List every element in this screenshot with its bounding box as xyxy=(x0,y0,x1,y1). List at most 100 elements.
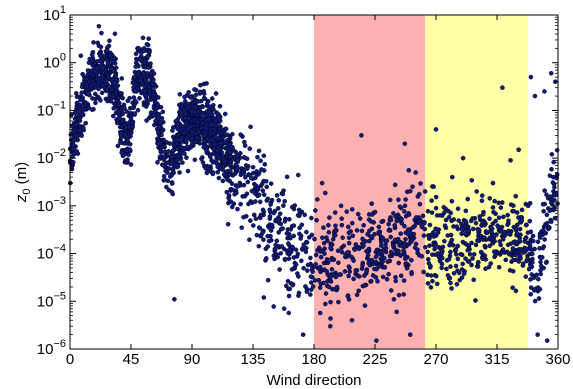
data-point-2560 xyxy=(89,68,94,73)
axis-ticks xyxy=(69,14,559,350)
data-point-2269 xyxy=(326,230,332,235)
data-point-2567 xyxy=(119,132,124,138)
data-point-2095 xyxy=(492,253,498,259)
data-point-2199 xyxy=(212,142,218,147)
data-point-383 xyxy=(224,189,230,195)
data-point-1069 xyxy=(350,233,356,239)
y-tick-label-base: 10 xyxy=(37,341,54,358)
data-point-354 xyxy=(336,299,341,305)
data-point-2566 xyxy=(207,138,212,144)
data-point-2601 xyxy=(78,53,84,59)
y-tick-label: 10−6 xyxy=(37,338,66,358)
data-point-2576 xyxy=(127,141,133,147)
data-point-2335 xyxy=(333,274,339,280)
data-point-2283 xyxy=(71,137,77,143)
data-point-1831 xyxy=(116,116,122,121)
data-point-447 xyxy=(429,198,434,203)
data-point-2204 xyxy=(193,92,199,98)
data-point-2519 xyxy=(346,230,352,236)
data-point-2386 xyxy=(182,99,188,104)
data-point-1215 xyxy=(289,267,295,272)
data-point-1199 xyxy=(192,87,197,92)
data-point-1469 xyxy=(425,208,431,214)
data-point-1775 xyxy=(542,188,547,193)
data-point-1889 xyxy=(428,273,434,278)
data-point-2306 xyxy=(310,284,316,289)
data-point-1778 xyxy=(403,261,408,267)
data-point-2530 xyxy=(258,212,264,218)
data-point-215 xyxy=(318,254,324,260)
y-tick-label: 10−5 xyxy=(37,290,66,310)
data-point-1693 xyxy=(478,249,484,255)
data-point-2381 xyxy=(538,259,543,265)
data-point-2621 xyxy=(433,127,439,132)
data-point-2503 xyxy=(204,125,209,131)
data-point-1341 xyxy=(144,41,150,47)
data-point-1259 xyxy=(410,184,415,189)
data-point-2324 xyxy=(463,218,468,224)
data-point-2290 xyxy=(399,216,405,222)
data-point-2407 xyxy=(329,255,335,261)
data-point-2528 xyxy=(519,218,525,223)
data-point-1943 xyxy=(401,250,407,255)
data-point-2380 xyxy=(138,78,143,84)
data-point-2241 xyxy=(471,277,477,283)
data-point-2430 xyxy=(228,199,234,204)
data-point-1626 xyxy=(362,283,367,288)
data-point-1117 xyxy=(498,242,503,248)
data-point-2521 xyxy=(87,79,92,84)
data-point-2305 xyxy=(228,169,233,174)
data-point-929 xyxy=(99,30,104,36)
data-point-2276 xyxy=(317,310,323,316)
data-point-1696 xyxy=(180,160,185,165)
data-point-2390 xyxy=(228,150,234,155)
data-point-2187 xyxy=(151,112,156,118)
data-point-2612 xyxy=(338,203,344,209)
data-point-2617 xyxy=(402,141,408,147)
data-point-1900 xyxy=(471,252,477,257)
data-point-1303 xyxy=(286,241,291,246)
data-point-2117 xyxy=(259,181,265,187)
y-tick-label-exponent: 1 xyxy=(60,4,66,16)
data-point-92 xyxy=(439,265,445,271)
data-point-1403 xyxy=(215,169,221,175)
data-point-1646 xyxy=(421,269,426,275)
data-point-2491 xyxy=(182,151,187,156)
data-point-2238 xyxy=(525,256,530,262)
data-point-1717 xyxy=(532,288,537,293)
data-point-328 xyxy=(346,273,351,279)
data-point-2382 xyxy=(162,163,167,169)
data-point-2620 xyxy=(422,189,428,194)
data-point-1969 xyxy=(547,208,553,214)
data-point-1685 xyxy=(352,247,358,252)
data-point-2341 xyxy=(485,230,490,236)
data-point-1471 xyxy=(465,247,470,253)
data-point-2590 xyxy=(280,226,285,231)
data-point-1356 xyxy=(344,209,350,214)
data-point-1435 xyxy=(505,249,510,255)
data-point-2360 xyxy=(160,144,166,149)
data-point-2294 xyxy=(274,252,280,258)
data-point-1092 xyxy=(140,35,146,41)
data-point-2286 xyxy=(361,222,366,228)
data-point-2411 xyxy=(243,213,249,219)
data-point-2460 xyxy=(481,235,486,241)
data-point-173 xyxy=(276,198,282,203)
data-point-1423 xyxy=(403,236,408,242)
data-point-2457 xyxy=(403,255,409,261)
data-point-2635 xyxy=(548,71,554,76)
data-point-2247 xyxy=(183,111,189,117)
data-point-2243 xyxy=(249,188,255,194)
data-point-2219 xyxy=(477,214,483,219)
data-point-1196 xyxy=(508,202,514,207)
data-point-2611 xyxy=(327,323,333,329)
data-point-837 xyxy=(286,310,292,316)
data-point-2470 xyxy=(233,162,239,167)
data-point-1241 xyxy=(513,225,519,231)
data-point-2145 xyxy=(210,102,216,108)
data-point-1799 xyxy=(463,256,468,261)
data-point-1704 xyxy=(178,144,184,149)
data-point-2416 xyxy=(150,92,156,98)
data-point-1321 xyxy=(73,116,79,122)
data-point-1711 xyxy=(248,124,253,130)
